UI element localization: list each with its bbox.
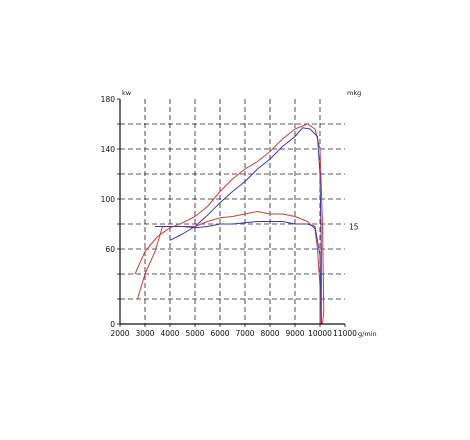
y-tick-label: 180 (101, 95, 116, 104)
y-tick-label: 0 (110, 320, 115, 329)
x-tick-label: 5000 (185, 329, 204, 338)
series-line-2 (169, 127, 322, 324)
grid-lines (120, 99, 345, 324)
y-unit-right: mkg (347, 89, 361, 97)
x-tick-label: 6000 (210, 329, 229, 338)
y-tick-label: 60 (105, 245, 115, 254)
x-tick-label: 9000 (285, 329, 304, 338)
right-axis-annotation: 15 (349, 223, 359, 232)
axes (117, 98, 346, 327)
series-line-3 (137, 211, 321, 324)
series-line-4 (155, 221, 322, 325)
tick-labels: 2000 3000 4000 5000 6000 7000 8000 9000 10000 110… (101, 89, 377, 338)
y-unit-left: kw (122, 89, 132, 97)
y-tick-label: 100 (101, 195, 116, 204)
x-tick-label: 4000 (160, 329, 179, 338)
x-tick-label: 11000 (333, 329, 357, 338)
x-tick-label: 10000 (308, 329, 332, 338)
series-group (134, 123, 325, 325)
x-tick-label: 8000 (260, 329, 279, 338)
y-tick-label: 140 (101, 145, 116, 154)
x-tick-label: 2000 (110, 329, 129, 338)
x-tick-label: 3000 (135, 329, 154, 338)
x-unit-label: g/min (358, 330, 377, 338)
x-tick-label: 7000 (235, 329, 254, 338)
